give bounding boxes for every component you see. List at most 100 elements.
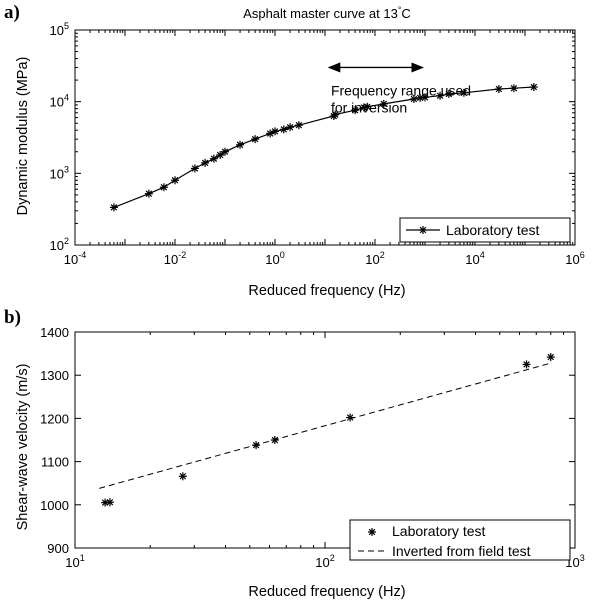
frequency-range-label-line1: Frequency range used bbox=[331, 82, 471, 98]
marker-stroke bbox=[210, 155, 218, 162]
panel-a-lab-point bbox=[216, 151, 225, 160]
panel-a-y-tick-label: 104 bbox=[50, 93, 69, 110]
marker-stroke bbox=[236, 141, 244, 149]
marker-stroke bbox=[280, 126, 288, 133]
panel-b-lab-markers bbox=[101, 353, 555, 507]
panel-b-legend-box bbox=[349, 519, 571, 561]
panel-a-lab-point bbox=[286, 123, 295, 132]
panel-a-lab-point bbox=[459, 88, 468, 97]
panel-a-legend: Laboratory test bbox=[399, 217, 571, 243]
marker-stroke bbox=[271, 436, 279, 444]
panel-a-x-tick-label: 10-2 bbox=[164, 250, 186, 267]
panel-a-y-tick-label: 103 bbox=[50, 164, 69, 181]
frequency-range-label-line2: for inversion bbox=[331, 99, 407, 115]
panel-a-lab-point bbox=[171, 176, 179, 185]
marker-stroke bbox=[252, 441, 260, 449]
panel-b-lab-point bbox=[546, 353, 555, 362]
panel-a-x-tick-label: 102 bbox=[365, 250, 384, 267]
panel-a-legend-marker bbox=[419, 226, 427, 234]
panel-b-y-tick-label: 1000 bbox=[40, 498, 69, 513]
panel-a-lab-line bbox=[113, 86, 534, 208]
panel-a-y-tick-label: 102 bbox=[50, 236, 69, 253]
marker-stroke bbox=[410, 95, 418, 103]
panel-b-legend: Laboratory test Inverted from field test bbox=[349, 519, 571, 561]
panel-a-lab-point bbox=[271, 127, 279, 136]
panel-b-y-tick-label: 1100 bbox=[41, 455, 69, 470]
marker-stroke bbox=[523, 361, 530, 368]
panel-a-lab-point bbox=[436, 91, 445, 100]
panel-a-x-axis-label: Reduced frequency (Hz) bbox=[248, 283, 405, 299]
panel-b-x-tick-label: 102 bbox=[315, 553, 334, 570]
marker-stroke bbox=[460, 89, 468, 97]
panel-a-lab-point bbox=[236, 140, 245, 149]
panel-b-y-axis-label: Shear-wave velocity (m/s) bbox=[15, 364, 31, 531]
marker-stroke bbox=[286, 123, 294, 131]
panel-a-x-tick-label: 104 bbox=[465, 250, 484, 267]
panel-a-lab-point bbox=[159, 183, 168, 192]
panel-b-lab-point bbox=[346, 413, 355, 422]
marker-stroke bbox=[106, 498, 114, 506]
marker-stroke bbox=[436, 92, 444, 99]
panel-a-lab-markers bbox=[109, 83, 538, 212]
marker-stroke bbox=[179, 473, 187, 480]
panel-b-lab-point bbox=[522, 360, 531, 369]
marker-stroke bbox=[530, 83, 538, 91]
marker-stroke bbox=[360, 104, 368, 111]
panel-a-lab-point bbox=[209, 154, 218, 163]
panel-a-legend-label: Laboratory test bbox=[446, 222, 539, 238]
marker-stroke bbox=[251, 135, 259, 143]
panel-a-lab-point bbox=[351, 106, 360, 115]
panel-b-lab-point bbox=[178, 472, 187, 481]
panel-a-letter: a) bbox=[4, 2, 20, 23]
panel-a-y-tick-label: 105 bbox=[50, 21, 69, 38]
panel-b-y-tick-label: 1200 bbox=[40, 411, 69, 426]
marker-stroke bbox=[351, 106, 359, 114]
panel-a-lab-point bbox=[421, 93, 429, 102]
marker-stroke bbox=[445, 90, 453, 98]
panel-a-lab-point bbox=[251, 135, 260, 144]
marker-stroke bbox=[380, 100, 388, 108]
panel-a-chart: a) Asphalt master curve at 13°C Dynamic … bbox=[4, 2, 585, 299]
panel-a-lab-point bbox=[529, 83, 538, 92]
marker-stroke bbox=[364, 103, 371, 110]
marker-stroke bbox=[419, 226, 427, 234]
panel-b-y-tick-label: 900 bbox=[47, 541, 69, 556]
panel-a-x-tick-label: 100 bbox=[265, 250, 284, 267]
panel-b-y-tick-label: 1400 bbox=[40, 325, 69, 340]
panel-a-lab-point bbox=[331, 110, 340, 119]
panel-b-legend-label-inverted: Inverted from field test bbox=[392, 543, 531, 559]
panel-a-lab-point bbox=[379, 99, 388, 108]
panel-a-legend-star bbox=[419, 226, 427, 234]
panel-a-title: Asphalt master curve at 13°C bbox=[243, 5, 411, 21]
marker-stroke bbox=[547, 353, 555, 361]
panel-a-lab-point bbox=[294, 121, 303, 130]
panel-b-lab-point bbox=[105, 498, 114, 507]
panel-a-lab-point bbox=[144, 189, 153, 198]
panel-b-legend-star bbox=[368, 528, 376, 536]
panel-b-legend-label-lab: Laboratory test bbox=[392, 523, 485, 539]
marker-stroke bbox=[271, 128, 279, 135]
panel-b-legend-marker-lab bbox=[368, 528, 376, 536]
marker-stroke bbox=[216, 151, 224, 159]
marker-stroke bbox=[171, 177, 179, 184]
panel-a-lab-point bbox=[444, 89, 453, 98]
panel-b-y-tick-label: 1300 bbox=[40, 368, 69, 383]
panel-b-lab-point bbox=[252, 441, 261, 450]
marker-stroke bbox=[221, 148, 229, 156]
panel-a-lab-point bbox=[509, 84, 518, 93]
panel-a-lab-point bbox=[494, 85, 503, 94]
marker-stroke bbox=[368, 528, 376, 536]
panel-a-lab-point bbox=[363, 102, 372, 111]
panel-a-axes: 10-4 10-2 100 102 104 106 102 103 104 105 bbox=[50, 21, 585, 267]
panel-b-plot-frame bbox=[74, 331, 576, 549]
panel-a-lab-point bbox=[190, 164, 199, 173]
panel-a-plot-frame bbox=[74, 29, 576, 246]
panel-a-y-axis-label: Dynamic modulus (MPa) bbox=[15, 57, 31, 216]
panel-b-x-tick-label: 101 bbox=[65, 553, 84, 570]
panel-a-lab-point bbox=[279, 125, 288, 134]
marker-stroke bbox=[266, 130, 274, 137]
marker-stroke bbox=[421, 94, 429, 101]
marker-stroke bbox=[346, 414, 354, 421]
marker-stroke bbox=[331, 111, 339, 118]
